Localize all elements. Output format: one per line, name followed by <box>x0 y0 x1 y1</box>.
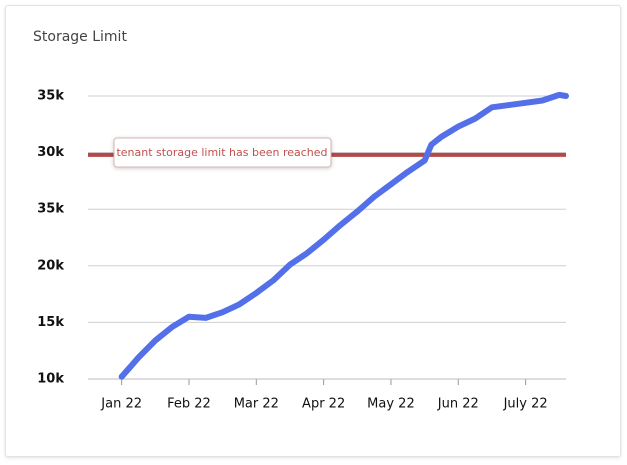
x-tick-label: May 22 <box>367 397 415 412</box>
card <box>5 5 621 457</box>
x-tick-label: Feb 22 <box>167 397 211 412</box>
y-tick-label: 35k <box>37 89 64 104</box>
y-tick-label: 10k <box>37 372 64 387</box>
line-series <box>118 91 569 380</box>
annotation-box <box>113 137 332 168</box>
annotation-text: tenant storage limit has been reached <box>116 146 327 159</box>
x-tick-label: Jan 22 <box>100 397 142 412</box>
y-tick-label: 15k <box>37 315 64 330</box>
x-tick-label: July 22 <box>503 397 548 412</box>
chart-title: Storage Limit <box>33 29 127 45</box>
y-tick-label: 20k <box>37 258 64 273</box>
x-tick-label: Jun 22 <box>437 397 479 412</box>
y-tick-label: 30k <box>37 145 64 160</box>
x-tick-label: Mar 22 <box>234 397 279 412</box>
x-tick-label: Apr 22 <box>302 397 345 412</box>
y-tick-label: 35k <box>37 202 64 217</box>
